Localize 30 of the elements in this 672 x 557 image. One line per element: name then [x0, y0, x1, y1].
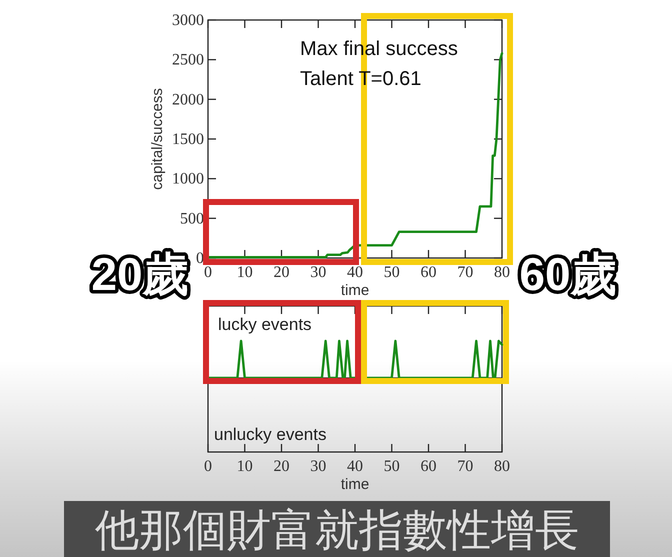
y-tick-label: 1500	[172, 131, 204, 148]
x-tick-label: 10	[236, 264, 253, 281]
x-axis-title: time	[340, 282, 370, 299]
y-tick-label: 2000	[172, 91, 204, 108]
x-tick-label: 20	[274, 264, 290, 281]
x-tick-label: 80	[494, 264, 510, 281]
y-tick-label: 500	[180, 210, 204, 228]
text: 20歲	[91, 248, 189, 300]
x-tick-label: 60	[420, 458, 436, 475]
x-tick-label: 50	[384, 264, 400, 281]
y-tick-label: 3000	[172, 12, 204, 29]
x-tick-label: 70	[457, 458, 474, 475]
x-tick-label: 20	[274, 458, 290, 475]
x-tick-label: 40	[347, 458, 363, 475]
text: lucky events	[218, 315, 312, 334]
y-tick-label: 1000	[172, 170, 204, 188]
x-tick-label: 10	[236, 458, 253, 475]
x-axis-title: time	[340, 476, 370, 493]
x-tick-label: 30	[310, 458, 326, 475]
text: 60歲	[519, 248, 617, 300]
text: 他那個財富就指數性增長	[95, 506, 579, 555]
x-tick-label: 70	[457, 264, 474, 281]
y-tick-label: 2500	[172, 52, 204, 69]
text: unlucky events	[214, 425, 326, 444]
x-tick-label: 40	[347, 264, 363, 281]
x-tick-label: 60	[420, 264, 436, 281]
x-tick-label: 30	[310, 264, 326, 281]
x-tick-label: 80	[494, 458, 510, 475]
x-tick-label: 50	[384, 458, 400, 475]
y-axis-title: capital/success	[149, 88, 166, 190]
